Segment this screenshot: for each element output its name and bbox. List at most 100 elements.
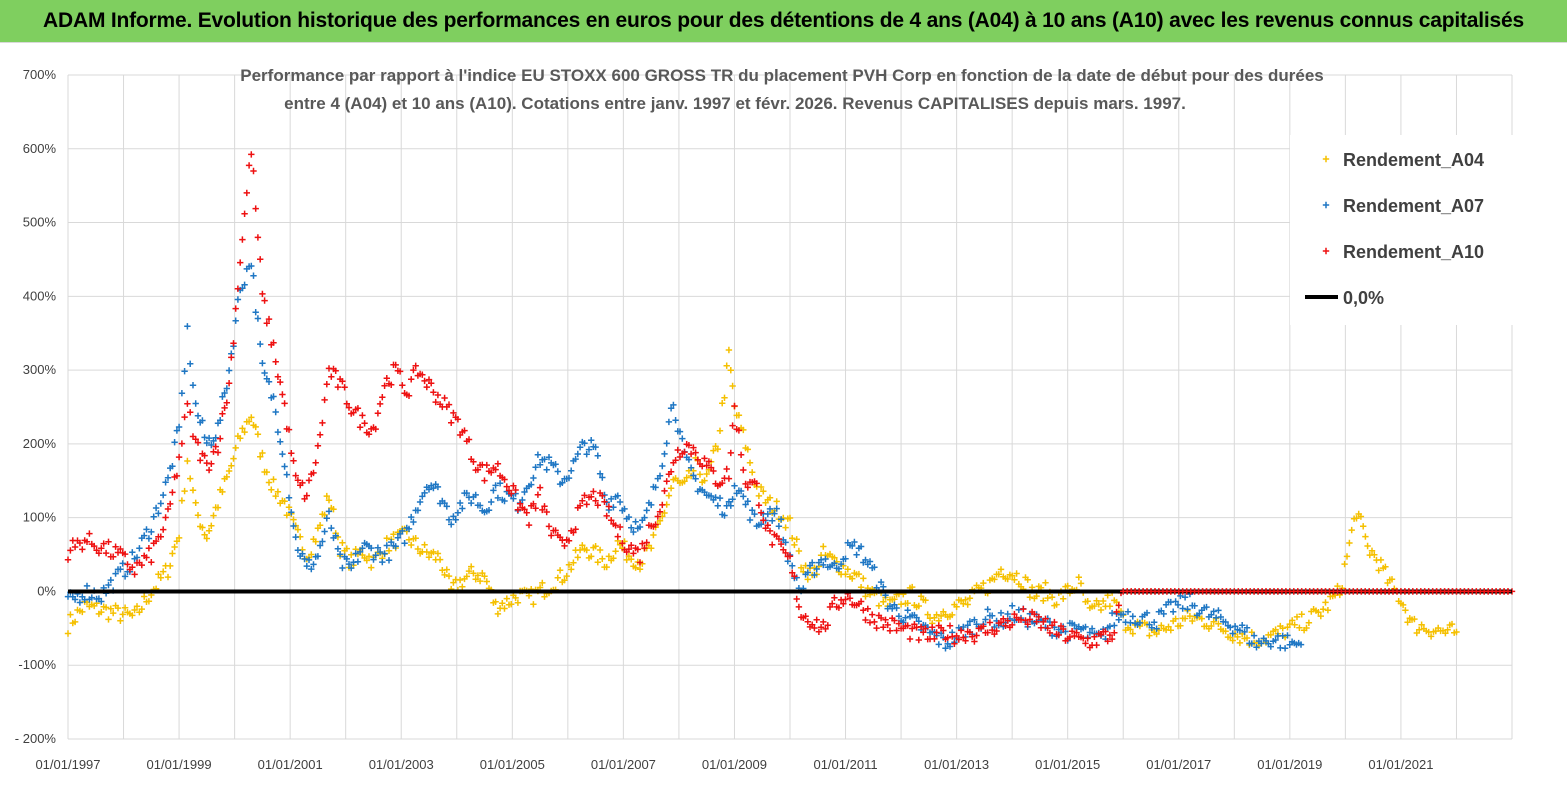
- data-point: [576, 546, 584, 554]
- data-point: [625, 513, 633, 521]
- data-point: [714, 445, 721, 453]
- data-point: [141, 593, 148, 600]
- data-point: [223, 473, 230, 481]
- data-point: [904, 622, 911, 629]
- data-point: [719, 479, 726, 487]
- data-point: [1170, 608, 1177, 615]
- data-point: [849, 575, 856, 582]
- data-point: [332, 367, 339, 374]
- data-point: [1222, 618, 1229, 626]
- data-point: [396, 368, 404, 375]
- data-point: [813, 565, 820, 573]
- data-point: [265, 315, 273, 323]
- data-point: [1071, 621, 1078, 629]
- data-point: [285, 426, 293, 433]
- data-point: [492, 466, 499, 473]
- data-point: [388, 538, 395, 546]
- data-point: [160, 526, 167, 533]
- data-point: [1281, 645, 1289, 652]
- data-point: [1115, 616, 1122, 623]
- data-point: [744, 498, 751, 505]
- data-point: [314, 442, 322, 449]
- data-point: [245, 162, 253, 169]
- data-point: [294, 526, 302, 533]
- data-point: [1298, 611, 1305, 618]
- data-point: [107, 576, 114, 584]
- data-point: [1011, 610, 1018, 618]
- data-point: [1044, 625, 1051, 632]
- data-point: [152, 504, 160, 512]
- data-point: [485, 507, 493, 514]
- data-point: [421, 377, 428, 385]
- legend-marker: [1322, 155, 1330, 163]
- data-point: [412, 535, 419, 542]
- data-point: [272, 358, 279, 365]
- data-point: [579, 497, 586, 504]
- data-point: [164, 474, 172, 481]
- data-point: [1411, 615, 1418, 623]
- data-point: [441, 571, 448, 579]
- data-point: [476, 577, 484, 585]
- data-point: [303, 492, 310, 499]
- data-point: [1009, 621, 1016, 629]
- data-point: [301, 555, 308, 563]
- data-point: [552, 461, 559, 468]
- data-point: [237, 259, 244, 266]
- x-axis-ticks: 01/01/1997 01/01/1999 01/01/2001 01/01/2003…: [35, 757, 1433, 772]
- data-point: [791, 541, 798, 549]
- data-point: [962, 596, 969, 603]
- data-point: [474, 572, 482, 579]
- data-point: [1416, 626, 1423, 633]
- x-tick-label: 01/01/2017: [1146, 757, 1211, 772]
- data-point: [410, 366, 417, 374]
- data-point: [1279, 625, 1286, 632]
- data-point: [1222, 628, 1229, 635]
- data-point: [594, 452, 601, 459]
- data-point: [1402, 607, 1409, 614]
- data-point: [1239, 622, 1246, 629]
- data-point: [348, 551, 355, 558]
- data-point: [167, 500, 174, 508]
- data-point: [405, 392, 413, 399]
- data-point: [1035, 613, 1042, 621]
- data-point: [835, 604, 843, 611]
- data-point: [877, 614, 885, 622]
- data-point: [408, 541, 415, 549]
- data-point: [1343, 553, 1351, 560]
- data-point: [1368, 547, 1376, 554]
- data-point: [175, 423, 183, 431]
- data-point: [789, 535, 796, 542]
- data-point: [804, 569, 811, 576]
- data-point: [1181, 615, 1189, 622]
- data-point: [579, 542, 586, 549]
- data-point: [940, 627, 947, 634]
- data-point: [181, 413, 188, 421]
- data-point: [162, 514, 169, 521]
- data-point: [1127, 626, 1134, 633]
- data-point: [946, 643, 954, 650]
- data-point: [594, 559, 601, 566]
- data-point: [616, 523, 624, 531]
- data-point: [1040, 597, 1047, 604]
- data-point: [334, 383, 342, 391]
- data-point: [882, 616, 889, 623]
- data-point: [343, 555, 350, 563]
- data-point: [155, 571, 162, 578]
- data-point: [528, 481, 535, 488]
- data-point: [869, 611, 876, 618]
- data-point: [1167, 627, 1174, 634]
- data-point: [95, 550, 103, 557]
- data-point: [723, 465, 730, 473]
- data-point: [862, 556, 869, 564]
- data-point: [667, 485, 675, 492]
- data-point: [405, 525, 413, 533]
- data-point: [501, 605, 508, 612]
- data-point: [719, 400, 726, 407]
- data-point: [88, 594, 95, 601]
- data-point: [652, 484, 659, 491]
- data-point: [138, 605, 145, 613]
- data-point: [842, 596, 849, 603]
- data-point: [672, 457, 679, 464]
- data-point: [628, 524, 635, 531]
- data-point: [1033, 618, 1040, 625]
